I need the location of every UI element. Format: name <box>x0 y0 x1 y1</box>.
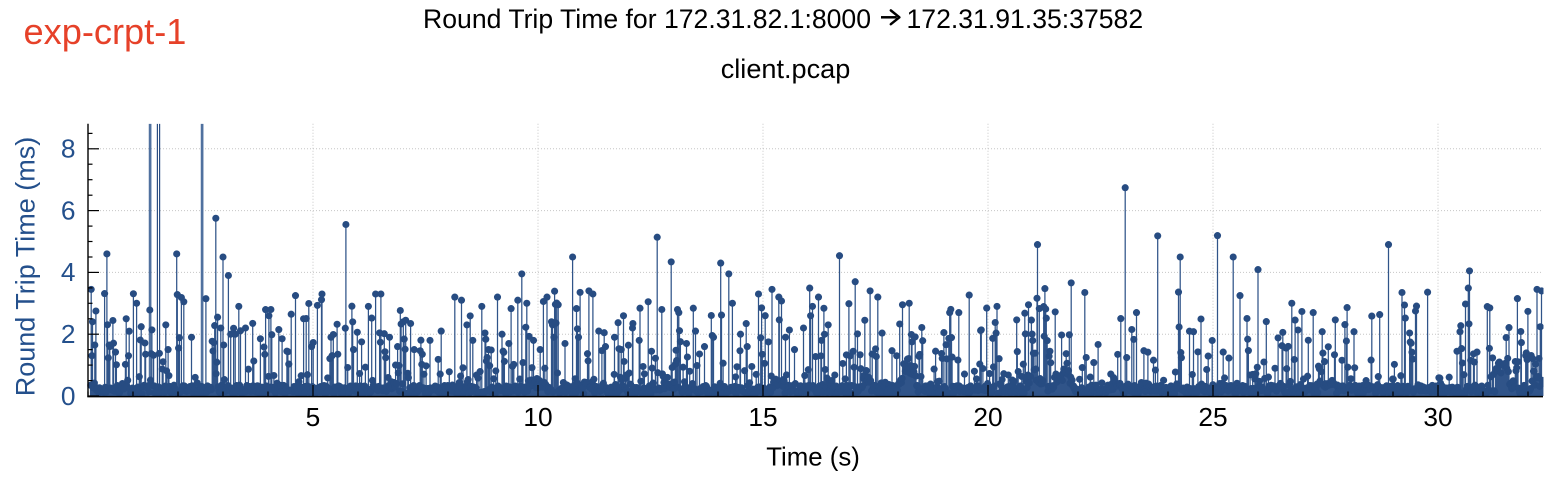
svg-text:10: 10 <box>523 402 552 432</box>
svg-text:0: 0 <box>61 381 76 411</box>
svg-text:20: 20 <box>973 402 1002 432</box>
svg-text:8: 8 <box>61 134 76 164</box>
svg-text:5: 5 <box>306 402 321 432</box>
svg-text:30: 30 <box>1423 402 1452 432</box>
svg-text:25: 25 <box>1198 402 1227 432</box>
svg-text:15: 15 <box>748 402 777 432</box>
svg-text:Time (s): Time (s) <box>766 444 860 472</box>
svg-text:172.31.91.35:37582: 172.31.91.35:37582 <box>907 4 1144 34</box>
svg-text:client.pcap: client.pcap <box>721 53 851 84</box>
svg-text:4: 4 <box>61 257 76 287</box>
svg-text:2: 2 <box>61 319 76 349</box>
svg-text:exp-crpt-1: exp-crpt-1 <box>24 11 187 52</box>
svg-text:Round Trip Time (ms): Round Trip Time (ms) <box>10 137 40 397</box>
svg-text:6: 6 <box>61 195 76 225</box>
svg-text:Round Trip Time for 172.31.82.: Round Trip Time for 172.31.82.1:8000 <box>423 4 871 34</box>
